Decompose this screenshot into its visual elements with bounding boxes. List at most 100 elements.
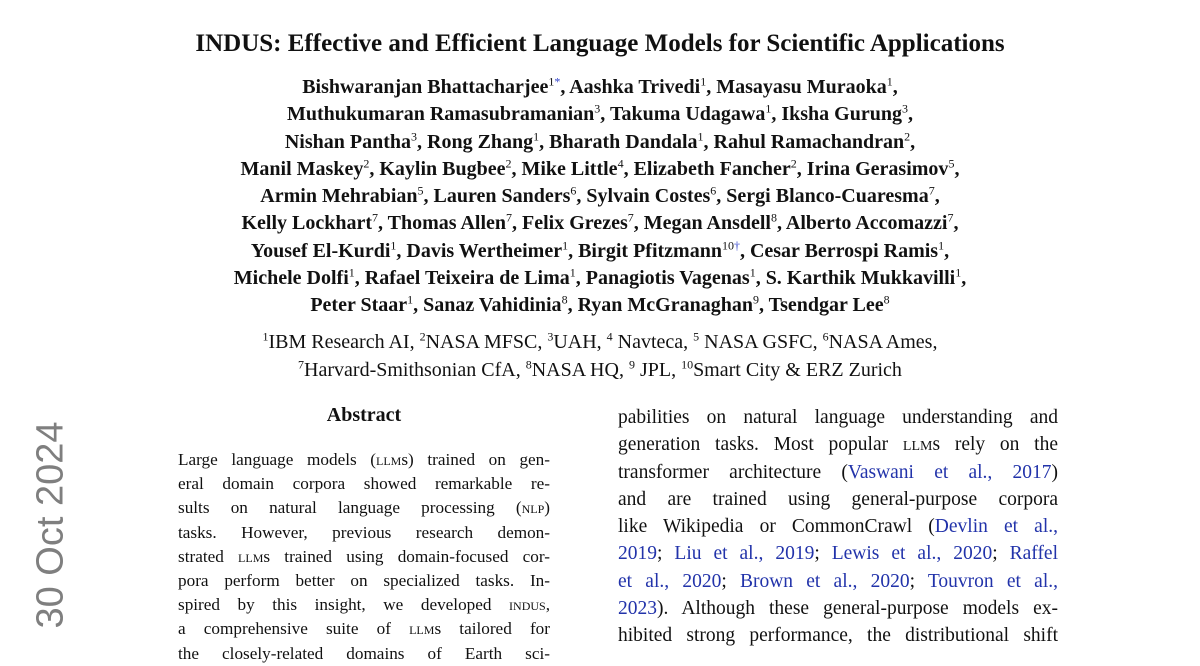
author-affiliation-mark: 1 — [548, 74, 555, 89]
affiliation-name: NASA GSFC — [699, 331, 813, 353]
author-name: Rahul Ramachandran — [713, 130, 905, 153]
author-affiliation-mark: 6 — [570, 183, 577, 198]
author-name: Armin Mehrabian — [260, 185, 418, 208]
author-note-mark: * — [554, 74, 561, 89]
abstract-line: spired by this insight, we developed ind… — [178, 595, 550, 615]
body-text-line: 2019; Liu et al., 2019; Lewis et al., 20… — [618, 543, 1059, 565]
author-name: Megan Ansdell — [643, 212, 771, 235]
author-name: Michele Dolfi — [233, 267, 349, 290]
author-name: Manil Maskey — [240, 157, 364, 180]
affiliation-name: NASA MFSC — [425, 331, 538, 353]
author-affiliation-mark: 1 — [938, 238, 945, 253]
affiliation-number: 3 — [547, 329, 554, 344]
abstract-body: Large language models (llms) trained on … — [178, 448, 550, 666]
author-affiliation-mark: 3 — [411, 128, 417, 143]
abstract-line: a comprehensive suite of llms tailored f… — [178, 619, 550, 639]
abstract-line: tasks. However, previous research demon- — [178, 522, 550, 542]
affiliations: 1IBM Research AI, 2NASA MFSC, 3UAH, 4 Na… — [0, 329, 1200, 384]
author-name: Tsendgar Lee — [768, 294, 884, 317]
author-line: Kelly Lockhart7, Thomas Allen7, Felix Gr… — [241, 210, 959, 235]
author-affiliation-mark: 4 — [617, 156, 624, 171]
author-name: Panagiotis Vagenas — [585, 267, 750, 290]
abstract-line: sults on natural language processing (nl… — [178, 498, 550, 518]
author-affiliation-mark: 7 — [372, 210, 379, 225]
author-name: Thomas Allen — [387, 212, 507, 235]
abstract-heading: Abstract — [326, 404, 402, 426]
author-affiliation-mark: 2 — [790, 156, 797, 171]
author-affiliation-mark: 3 — [594, 101, 601, 116]
affiliation-number: 10 — [681, 356, 694, 371]
author-affiliation-mark: 2 — [904, 128, 911, 143]
author-name: Rafael Teixeira de Lima — [364, 267, 570, 290]
author-affiliation-mark: 10 — [721, 238, 734, 253]
author-affiliation-mark: 5 — [417, 183, 424, 198]
author-name: Lauren Sanders — [433, 185, 571, 208]
author-list: Bishwaranjan Bhattacharjee1*, Aashka Tri… — [0, 74, 1200, 320]
affiliation-line: 1IBM Research AI, 2NASA MFSC, 3UAH, 4 Na… — [262, 329, 938, 353]
author-affiliation-mark: 7 — [928, 183, 935, 198]
body-text-line: 2023). Although these general-purpose mo… — [618, 598, 1058, 620]
affiliation-number: 6 — [822, 329, 829, 344]
author-line: Muthukumaran Ramasubramanian3, Takuma Ud… — [287, 101, 913, 126]
body-text-line: transformer architecture (Vaswani et al.… — [618, 461, 1059, 483]
author-name: Nishan Pantha — [284, 130, 411, 153]
author-affiliation-mark: 1 — [390, 238, 397, 253]
author-affiliation-mark: 9 — [752, 292, 759, 307]
affiliation-name: NASA Ames — [828, 331, 933, 353]
title-prefix: INDUS — [195, 30, 274, 57]
author-affiliation-mark: 1 — [697, 128, 704, 143]
author-name: Irina Gerasimov — [806, 157, 949, 180]
author-name: Bharath Dandala — [549, 130, 698, 153]
author-name: Cesar Berrospi Ramis — [749, 239, 939, 262]
body-text-line: hibited strong performance, the distribu… — [618, 625, 1058, 647]
affiliation-name: UAH — [553, 331, 597, 353]
affiliation-name: NASA HQ — [531, 358, 619, 381]
author-affiliation-mark: 1 — [700, 74, 707, 89]
author-affiliation-mark: 8 — [770, 210, 777, 225]
author-name: Kelly Lockhart — [241, 212, 373, 235]
author-name: Mike Little — [521, 157, 618, 180]
affiliation-name: Navteca — [612, 331, 684, 353]
author-name: Kaylin Bugbee — [379, 157, 506, 180]
author-name: S. Karthik Mukkavilli — [765, 267, 956, 290]
author-name: Davis Wertheimer — [406, 239, 563, 262]
author-affiliation-mark: 1 — [569, 265, 576, 280]
author-name: Aashka Trivedi — [569, 76, 701, 98]
author-name: Elizabeth Fancher — [633, 157, 791, 180]
arxiv-date: 30 Oct 2024 — [29, 421, 72, 629]
author-name: Sergi Blanco-Cuaresma — [726, 185, 929, 208]
affiliation-number: 9 — [628, 356, 635, 371]
author-line: Manil Maskey2, Kaylin Bugbee2, Mike Litt… — [240, 156, 960, 180]
author-name: Rong Zhang — [427, 130, 534, 153]
author-line: Michele Dolfi1, Rafael Teixeira de Lima1… — [233, 265, 967, 290]
author-name: Peter Staar — [310, 294, 408, 317]
body-text-line: like Wikipedia or CommonCrawl (Devlin et… — [618, 516, 1059, 538]
author-affiliation-mark: 5 — [948, 156, 955, 171]
author-note-mark: † — [733, 238, 740, 253]
affiliation-number: 7 — [298, 356, 305, 371]
body-text-line: generation tasks. Most popular llms rely… — [618, 434, 1058, 456]
arxiv-stamp: 30 Oct 2024 — [26, 421, 76, 628]
author-affiliation-mark: 1 — [955, 265, 962, 280]
author-line: Peter Staar1, Sanaz Vahidinia8, Ryan McG… — [310, 292, 890, 317]
author-line: Yousef El-Kurdi1, Davis Wertheimer1, Bir… — [250, 238, 950, 262]
author-name: Ryan McGranaghan — [577, 294, 753, 317]
author-name: Alberto Accomazzi — [785, 212, 948, 235]
paper-title: INDUS: Effective and Efficient Language … — [0, 30, 1200, 58]
author-affiliation-mark: 1 — [533, 128, 540, 143]
abstract-line: strated llms trained using domain-focuse… — [178, 546, 550, 566]
author-affiliation-mark: 1 — [765, 101, 772, 116]
author-name: Masayasu Muraoka — [716, 76, 887, 98]
author-affiliation-mark: 6 — [710, 183, 717, 198]
author-line: Nishan Pantha3, Rong Zhang1, Bharath Dan… — [284, 128, 916, 153]
author-affiliation-mark: 7 — [506, 210, 513, 225]
author-affiliation-mark: 8 — [883, 292, 890, 307]
body-text-line: pabilities on natural language understan… — [618, 407, 1058, 428]
author-affiliation-mark: 1 — [886, 74, 893, 89]
author-name: Felix Grezes — [522, 212, 628, 235]
affiliation-line: 7Harvard-Smithsonian CfA, 8NASA HQ, 9 JP… — [298, 356, 902, 381]
author-affiliation-mark: 2 — [505, 156, 512, 171]
affiliation-number: 5 — [693, 329, 700, 344]
affiliation-number: 2 — [419, 329, 426, 344]
author-name: Iksha Gurung — [781, 103, 902, 126]
